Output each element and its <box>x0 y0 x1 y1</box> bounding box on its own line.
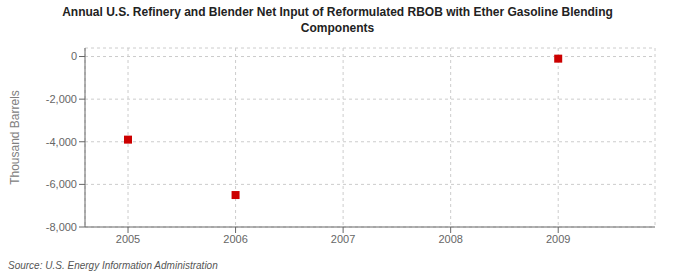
html-text:Annual U.S. Refinery and Blend: Annual U.S. Refinery and Blender Net Inp… <box>62 5 613 35</box>
svg-text:0: 0 <box>71 50 77 62</box>
svg-text:-4,000: -4,000 <box>46 136 77 148</box>
html-text:Source: U.S. Energy Informatio: Source: U.S. Energy Information Administ… <box>8 260 218 271</box>
svg-text:2009: 2009 <box>546 233 570 245</box>
svg-text:-6,000: -6,000 <box>46 178 77 190</box>
svg-text:-8,000: -8,000 <box>46 221 77 233</box>
svg-text:Thousand Barrels: Thousand Barrels <box>8 90 22 185</box>
svg-text:2005: 2005 <box>116 233 140 245</box>
svg-text:2008: 2008 <box>438 233 462 245</box>
svg-text:2006: 2006 <box>223 233 247 245</box>
svg-text:2007: 2007 <box>331 233 355 245</box>
svg-text:-2,000: -2,000 <box>46 93 77 105</box>
